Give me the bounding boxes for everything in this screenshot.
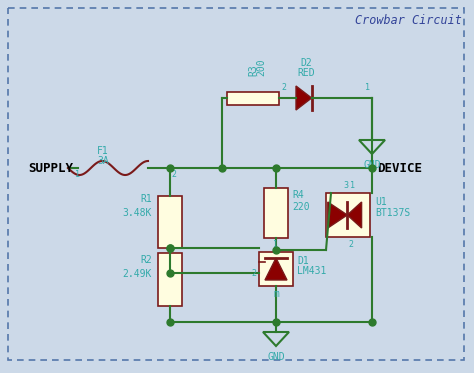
Bar <box>259 252 293 286</box>
Polygon shape <box>265 258 287 280</box>
Text: 2: 2 <box>171 170 176 179</box>
Text: 2: 2 <box>281 83 286 92</box>
Polygon shape <box>328 202 347 228</box>
Text: BT137S: BT137S <box>375 208 410 218</box>
Text: GND: GND <box>363 160 381 170</box>
Text: 1: 1 <box>273 240 279 249</box>
Polygon shape <box>296 86 311 110</box>
Text: U1: U1 <box>375 197 387 207</box>
Bar <box>227 91 279 104</box>
Text: D2: D2 <box>300 58 312 68</box>
Text: 3A: 3A <box>97 156 109 166</box>
Text: R3: R3 <box>248 64 258 76</box>
Polygon shape <box>347 202 362 228</box>
Text: 200: 200 <box>256 59 266 76</box>
Text: SUPPLY: SUPPLY <box>28 162 73 175</box>
Text: 220: 220 <box>292 202 310 212</box>
Text: R2: R2 <box>140 255 152 265</box>
Text: F1: F1 <box>97 146 109 156</box>
Text: m: m <box>273 289 279 299</box>
Text: 2: 2 <box>348 240 353 249</box>
Bar <box>158 196 182 248</box>
Text: 1: 1 <box>365 83 370 92</box>
Text: 1: 1 <box>350 181 355 190</box>
Text: 1: 1 <box>75 170 80 179</box>
Text: RED: RED <box>297 68 315 78</box>
Text: GND: GND <box>267 352 285 362</box>
Text: 3.48K: 3.48K <box>123 208 152 218</box>
Text: D1: D1 <box>297 256 309 266</box>
Bar <box>264 188 288 238</box>
Text: Crowbar Circuit: Crowbar Circuit <box>355 14 462 27</box>
Bar <box>326 193 370 237</box>
Text: R4: R4 <box>292 190 304 200</box>
Bar <box>158 253 182 306</box>
Text: 2.49K: 2.49K <box>123 269 152 279</box>
Text: R1: R1 <box>140 194 152 204</box>
Text: 3: 3 <box>343 181 348 190</box>
Text: LM431: LM431 <box>297 266 327 276</box>
Text: 2: 2 <box>251 269 256 278</box>
Text: DEVICE: DEVICE <box>377 162 422 175</box>
